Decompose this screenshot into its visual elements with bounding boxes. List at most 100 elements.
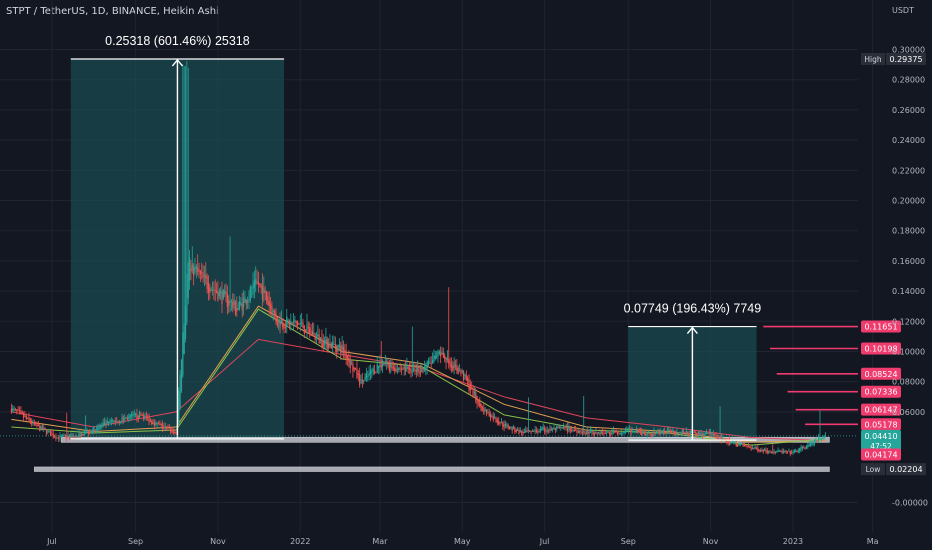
candle-body: [778, 450, 779, 452]
y-tick-label: 0.18000: [892, 227, 925, 236]
candle-body: [231, 301, 232, 302]
candle-body: [107, 421, 108, 424]
candle-body: [443, 353, 444, 358]
candle-body: [447, 358, 448, 360]
candle-body: [713, 434, 714, 435]
candle-body: [670, 430, 671, 431]
candle-body: [769, 451, 770, 452]
candle-body: [763, 450, 764, 452]
candle-body: [749, 446, 750, 448]
candle-body: [478, 400, 479, 401]
candle-body: [637, 431, 638, 432]
candle-body: [509, 427, 510, 429]
candle-body: [77, 436, 78, 437]
candle-body: [498, 421, 499, 424]
candle-body: [748, 446, 749, 447]
candle-body: [151, 420, 152, 424]
candle-body: [579, 431, 580, 433]
y-tick-label: 0.28000: [892, 76, 925, 85]
candle-body: [566, 426, 567, 427]
candle-body: [644, 433, 645, 435]
candle-body: [410, 369, 411, 374]
candle-body: [167, 428, 168, 429]
candle-body: [618, 433, 619, 434]
x-tick-label: Sep: [128, 537, 143, 546]
candle-body: [88, 432, 89, 434]
candle-body: [32, 422, 33, 423]
candle-body: [49, 431, 50, 432]
candle-body: [117, 421, 118, 422]
candle-body: [535, 429, 536, 431]
x-axis[interactable]: Jul Sep Nov 2022 Mar May Jul Sep Nov 2023 Ma: [46, 537, 879, 546]
candle-body: [680, 433, 681, 434]
candle-body: [729, 442, 730, 443]
candle-body: [69, 436, 70, 439]
x-tick-label: Ma: [867, 537, 879, 546]
candle-body: [607, 431, 608, 433]
currency-label: USDT: [892, 6, 914, 15]
candle-body: [521, 431, 522, 433]
candle-body: [96, 430, 97, 431]
candle-body: [697, 433, 698, 435]
candle-body: [289, 321, 290, 326]
candle-body: [436, 356, 437, 357]
candle-body: [319, 335, 320, 343]
candle-body: [815, 440, 816, 442]
candle-body: [211, 290, 212, 291]
candle-body: [92, 431, 93, 432]
candle-body: [146, 417, 147, 418]
candle-body: [57, 438, 58, 439]
candle-body: [545, 430, 546, 432]
candle-body: [788, 450, 789, 451]
y-tick-label: 0.26000: [892, 106, 925, 115]
candle-body: [602, 432, 603, 433]
candle-body: [138, 416, 139, 418]
candle-body: [157, 423, 158, 424]
candle-body: [510, 427, 511, 428]
candle-body: [811, 443, 812, 444]
candle-body: [733, 442, 734, 443]
candle-body: [104, 422, 105, 425]
candle-body: [463, 372, 464, 380]
candle-body: [532, 430, 533, 431]
candle-body: [486, 410, 487, 414]
candle-body: [417, 367, 418, 371]
candle-body: [710, 433, 711, 434]
candle-body: [441, 351, 442, 354]
candle-body: [209, 288, 210, 293]
candle-body: [645, 434, 646, 435]
candle-body: [776, 451, 777, 452]
y-tick-label: 0.20000: [892, 197, 925, 206]
candle-body: [43, 428, 44, 429]
candle-body: [186, 274, 187, 322]
candle-body: [516, 430, 517, 432]
candle-body: [171, 430, 172, 431]
candle-body: [706, 432, 707, 434]
candle-body: [294, 320, 295, 322]
candle-body: [514, 428, 515, 432]
x-tick-label: Jul: [539, 537, 550, 546]
candle-body: [290, 321, 291, 323]
candle-body: [94, 429, 95, 432]
candle-body: [705, 434, 706, 435]
candle-body: [518, 430, 519, 434]
candle-body: [387, 362, 388, 366]
candle-body: [305, 329, 306, 332]
candle-body: [333, 344, 334, 345]
candle-body: [385, 362, 386, 364]
candle-body: [275, 313, 276, 322]
y-tick-label: 0.12000: [892, 317, 925, 326]
candle-body: [50, 431, 51, 436]
candle-body: [67, 435, 68, 437]
candle-body: [556, 427, 557, 430]
candle-body: [761, 449, 762, 450]
candle-body: [76, 435, 77, 438]
candle-body: [90, 432, 91, 433]
candle-body: [719, 436, 720, 438]
candle-body: [359, 374, 360, 385]
candle-body: [301, 322, 302, 324]
candle-body: [321, 338, 322, 346]
candle-body: [629, 429, 630, 430]
candle-body: [352, 364, 353, 372]
